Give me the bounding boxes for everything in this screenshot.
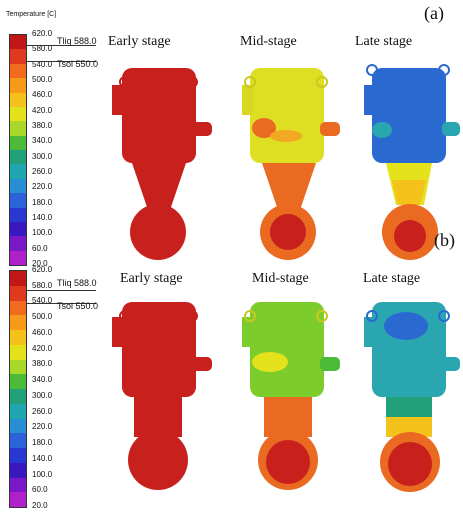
casting-late-b	[364, 302, 460, 492]
colorbar-tick-label: 180.0	[32, 438, 53, 448]
colorbar-tick-label: 180.0	[32, 197, 53, 207]
stage-label-late: Late stage	[363, 271, 421, 286]
colorbar-tick-label: 540.0	[32, 296, 53, 306]
colorbar-tick-label: 460.0	[32, 90, 53, 100]
stage-label-mid: Mid-stage	[240, 34, 297, 49]
casting-early-b	[112, 302, 212, 490]
colorbar-segment	[10, 92, 26, 107]
colorbar-tick-label: 300.0	[32, 151, 53, 161]
colorbar-tick-label: 380.0	[32, 121, 53, 130]
colorbar-segment	[10, 433, 26, 448]
colorbar-tick-label: 20.0	[32, 259, 48, 268]
colorbar-segment	[10, 374, 26, 389]
panel-label-a: (a)	[424, 3, 444, 23]
colorbar-title: Temperature [C]	[6, 11, 57, 18]
colorbar-segment	[10, 389, 26, 404]
colorbar-tick-label: 620.0	[32, 265, 53, 274]
colorbar-segment	[10, 207, 26, 222]
casting-mid-b	[242, 302, 340, 490]
simulation-views-a	[112, 64, 460, 260]
stage-label-early: Early stage	[108, 34, 171, 49]
tsol-marker	[26, 303, 96, 304]
colorbar-tick-label: 420.0	[32, 105, 53, 115]
colorbar-tick-label: 140.0	[32, 213, 53, 222]
tliq-marker	[26, 45, 96, 46]
colorbar-tick-label: 20.0	[32, 501, 48, 510]
colorbar-segment	[10, 250, 26, 265]
colorbar-tick-label: 380.0	[32, 359, 53, 369]
colorbar-tick-label: 540.0	[32, 59, 53, 69]
colorbar-segment	[10, 164, 26, 179]
colorbar-tick-label: 260.0	[32, 406, 53, 416]
colorbar-tick-label: 100.0	[32, 228, 53, 238]
colorbar-segment	[10, 35, 26, 50]
panel-label-b: (b)	[434, 230, 455, 250]
colorbar-segment	[10, 150, 26, 165]
colorbar-segment	[10, 330, 26, 345]
colorbar-segment	[10, 462, 26, 478]
colorbar-tick-label: 340.0	[32, 136, 53, 146]
colorbar-segment	[10, 121, 26, 136]
colorbar-tick-label: 580.0	[32, 44, 53, 54]
colorbar-segment	[10, 300, 26, 316]
temperature-colorbar	[9, 270, 27, 508]
stage-label-mid: Mid-stage	[252, 271, 309, 286]
colorbar-segment	[10, 285, 26, 301]
simulation-views-b	[112, 302, 460, 492]
tsol-label: Tsol 550.0	[57, 59, 99, 69]
colorbar-segment	[10, 135, 26, 150]
tsol-marker	[26, 61, 96, 62]
colorbar-tick-label: 300.0	[32, 390, 53, 400]
colorbar-tick-label: 460.0	[32, 327, 53, 337]
colorbar-tick-label: 340.0	[32, 375, 53, 385]
colorbar-segment	[10, 477, 26, 493]
colorbar-segment	[10, 315, 26, 330]
colorbar-segment	[10, 403, 26, 419]
colorbar-segment	[10, 193, 26, 208]
colorbar-tick-label: 260.0	[32, 167, 53, 176]
colorbar-tick-label: 500.0	[32, 312, 53, 322]
colorbar-segment	[10, 448, 26, 463]
colorbar-tick-label: 60.0	[32, 243, 48, 253]
stage-label-late: Late stage	[355, 34, 413, 49]
panel-b: 620.0 580.0 540.0 500.0 460.0 420.0 380.0 340.0…	[0, 230, 463, 512]
casting-mid-a	[242, 68, 340, 260]
colorbar-segment	[10, 492, 26, 507]
temperature-colorbar	[9, 34, 27, 266]
colorbar-segment	[10, 236, 26, 251]
colorbar-tick-label: 420.0	[32, 343, 53, 353]
stage-label-early: Early stage	[120, 271, 183, 286]
colorbar-segment	[10, 359, 26, 375]
colorbar-tick-label: 100.0	[32, 469, 53, 479]
colorbar-tick-label: 500.0	[32, 75, 53, 84]
tsol-label: Tsol 550.0	[57, 301, 99, 311]
casting-late-a	[364, 64, 460, 260]
colorbar-segment	[10, 344, 26, 360]
colorbar-tick-label: 60.0	[32, 485, 48, 495]
colorbar-tick-label: 580.0	[32, 280, 53, 290]
colorbar-segment	[10, 49, 26, 64]
colorbar-tick-label: 140.0	[32, 453, 53, 463]
colorbar-segment	[10, 271, 26, 286]
panel-a: Temperature [C] 620.0 580.0 540.0 500.0 460.…	[0, 0, 463, 268]
colorbar-tick-label: 620.0	[32, 29, 53, 38]
tliq-marker	[26, 290, 96, 291]
colorbar-segment	[10, 221, 26, 237]
colorbar-segment	[10, 178, 26, 194]
colorbar-segment	[10, 418, 26, 434]
tliq-label: Tliq 588.0	[57, 278, 97, 288]
colorbar-tick-label: 220.0	[32, 422, 53, 432]
colorbar-tick-label: 220.0	[32, 182, 53, 192]
colorbar-segment	[10, 106, 26, 122]
tliq-label: Tliq 588.0	[57, 36, 97, 46]
colorbar-segment	[10, 63, 26, 79]
casting-early-a	[112, 68, 212, 260]
colorbar-segment	[10, 78, 26, 93]
